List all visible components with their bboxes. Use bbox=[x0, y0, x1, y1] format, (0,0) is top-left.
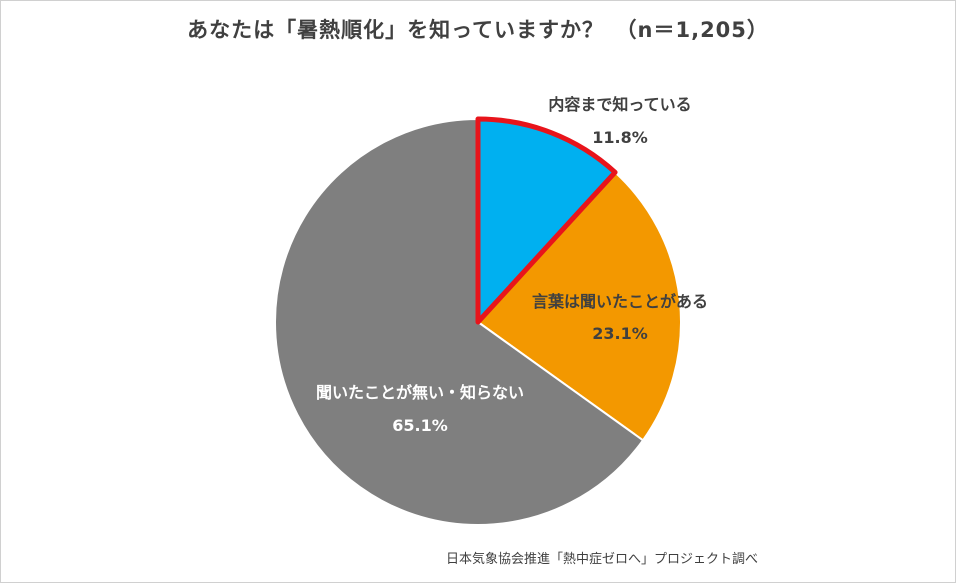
slice-value-2: 23.1% bbox=[592, 324, 648, 343]
pie-slice-1 bbox=[475, 116, 618, 325]
chart-title: あなたは「暑熱順化」を知っていますか？ （n＝1,205） bbox=[187, 18, 769, 42]
slice-label-3: 聞いたことが無い・知らない bbox=[316, 383, 524, 402]
pie-slice-2 bbox=[477, 171, 682, 442]
slice-value-1: 11.8% bbox=[592, 128, 648, 147]
slice-label-2: 言葉は聞いたことがある bbox=[532, 292, 708, 311]
source-note: 日本気象協会推進「熱中症ゼロへ」プロジェクト調べ bbox=[446, 552, 759, 567]
pie-slice-3 bbox=[274, 118, 644, 526]
slice-value-3: 65.1% bbox=[392, 416, 448, 435]
slice-label-1: 内容まで知っている bbox=[548, 95, 691, 114]
